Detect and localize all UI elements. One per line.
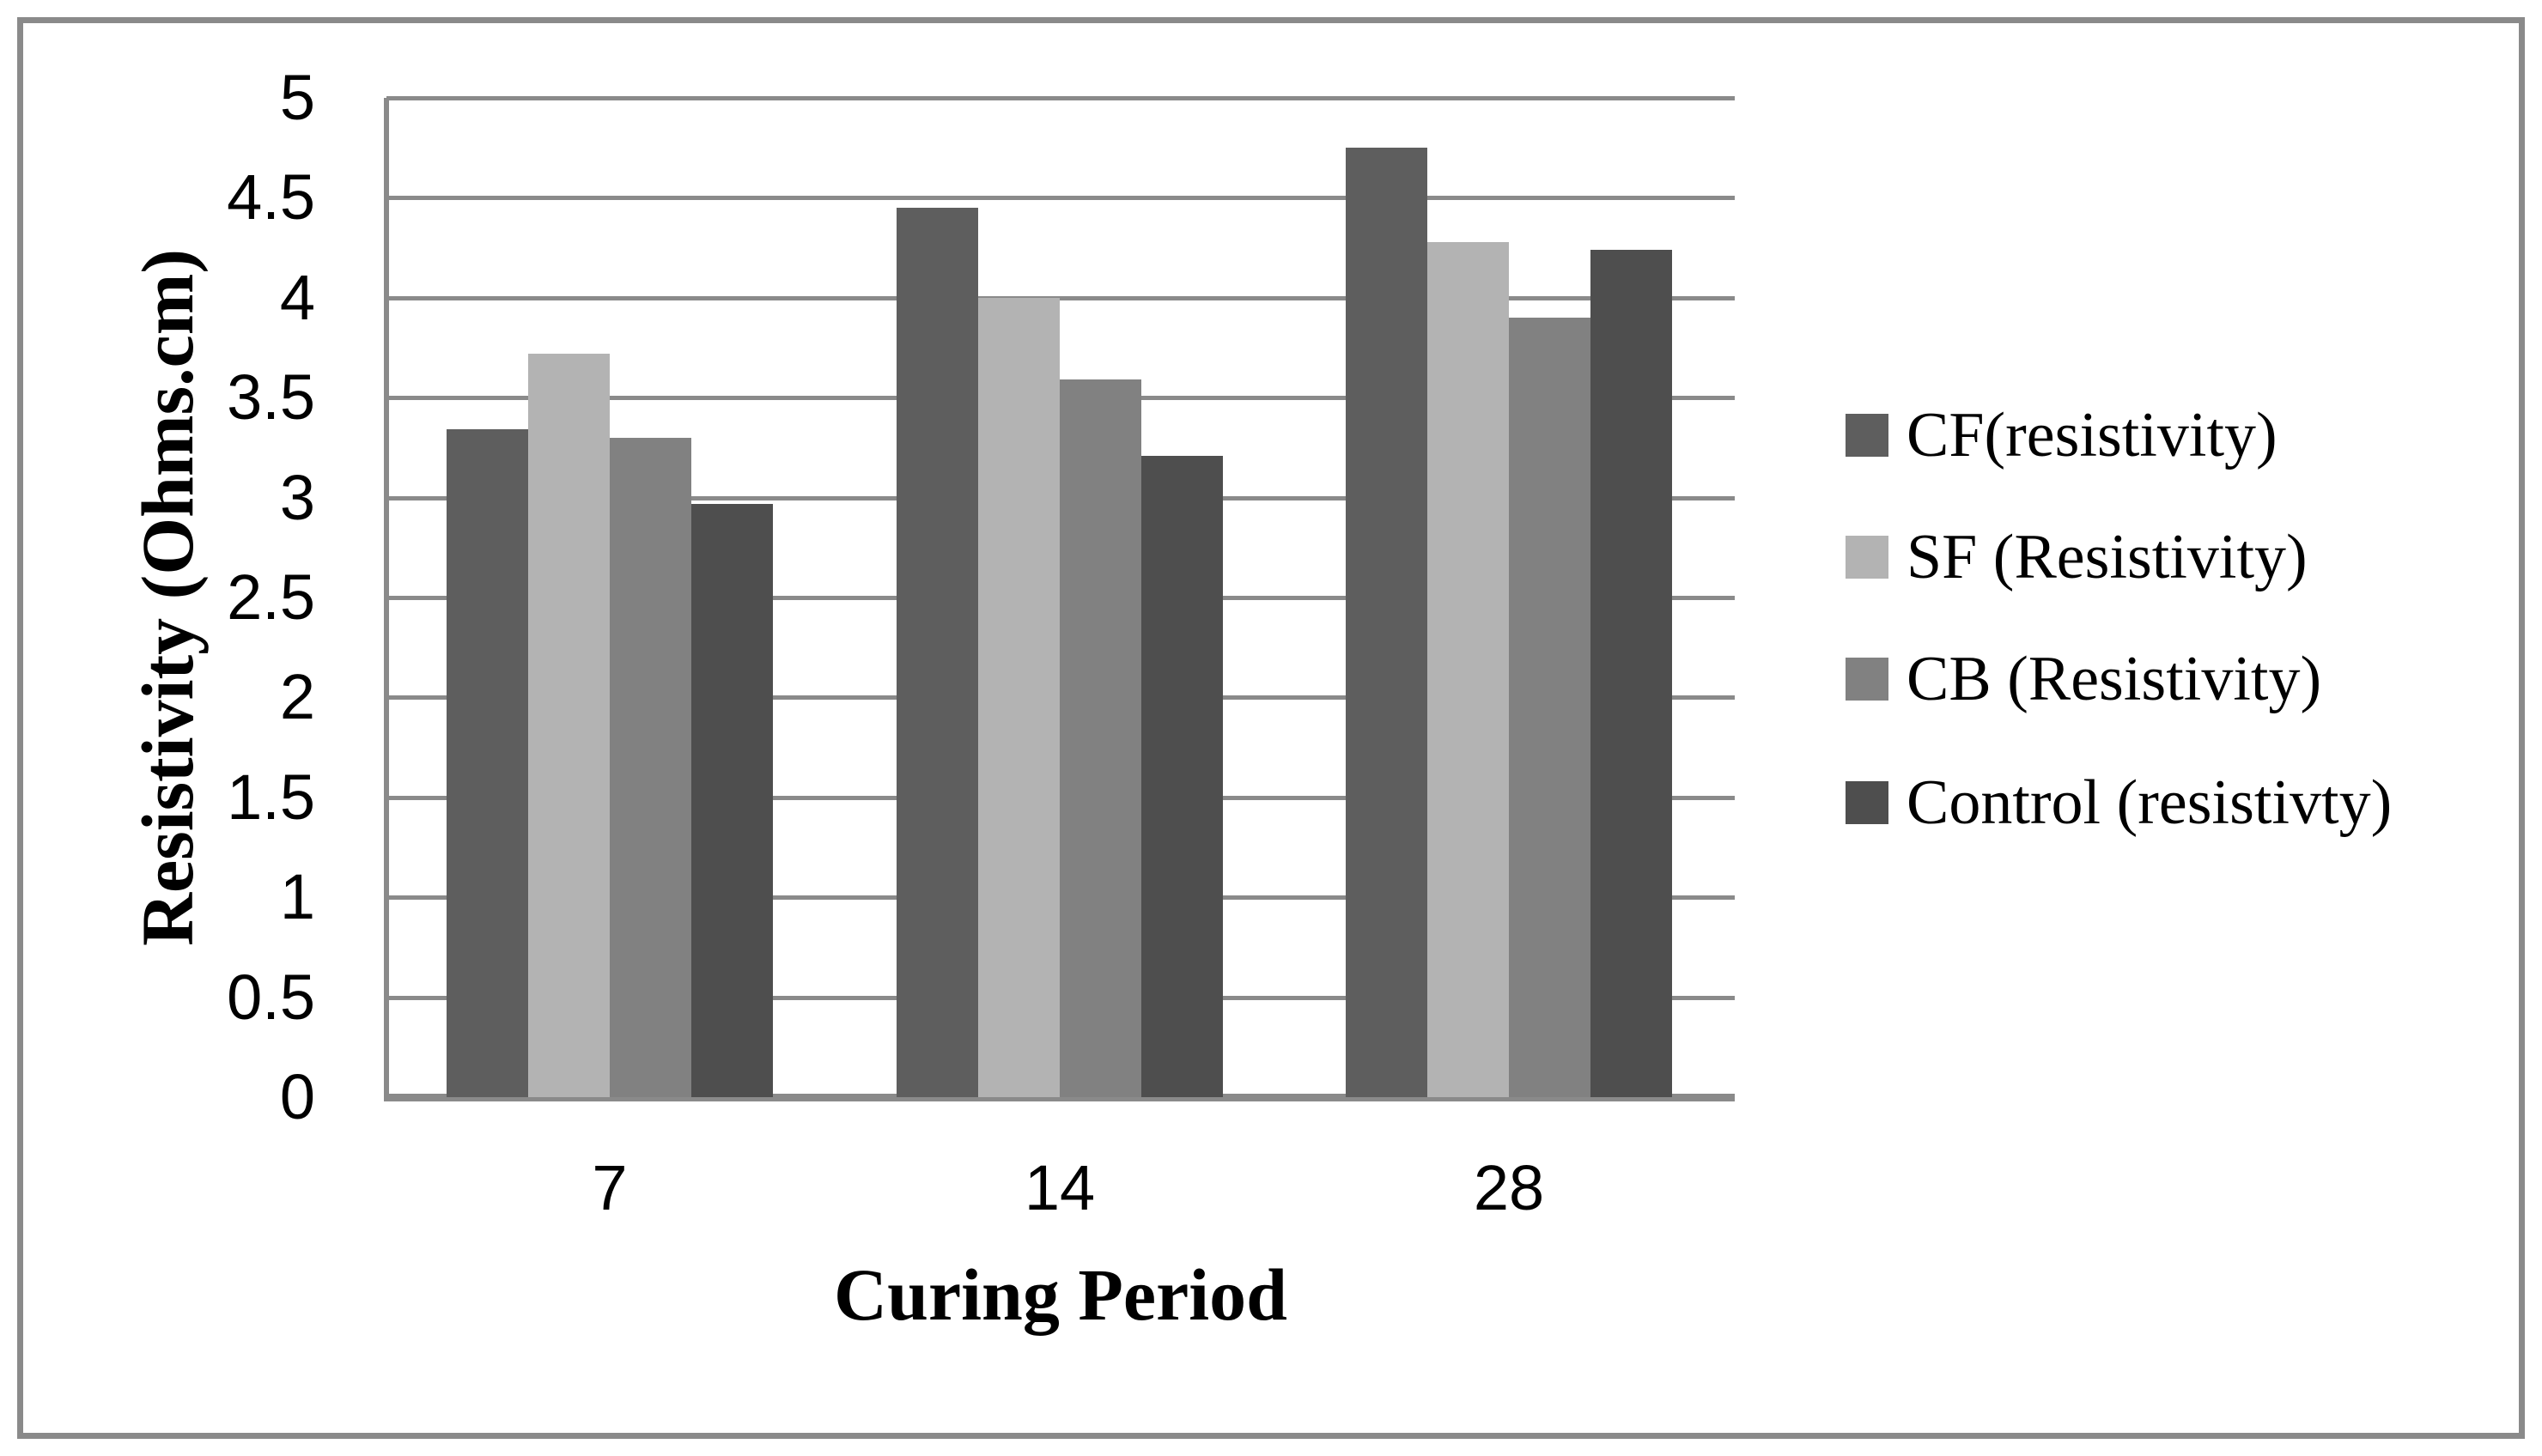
- bar-control-7: [691, 503, 773, 1097]
- y-tick-label: 4.5: [227, 161, 315, 234]
- y-tick-label: 4: [279, 261, 315, 333]
- legend-swatch-icon: [1846, 536, 1888, 579]
- bar-cf-14: [897, 208, 978, 1097]
- bar-cf-28: [1346, 148, 1427, 1097]
- bar-sf-28: [1427, 241, 1509, 1097]
- y-tick-label: 5: [279, 62, 315, 133]
- gridline: [386, 96, 1735, 100]
- gridline: [386, 295, 1735, 300]
- bar-cf-7: [447, 429, 528, 1097]
- y-tick-label: 1.5: [227, 761, 315, 833]
- y-tick-label: 3.5: [227, 361, 315, 434]
- bar-sf-7: [528, 353, 610, 1097]
- y-tick-label: 3: [279, 461, 315, 533]
- legend-label: SF (Resistivity): [1907, 522, 2308, 592]
- legend-item: CF(resistivity): [1846, 397, 2498, 474]
- bar-control-28: [1590, 249, 1672, 1097]
- figure-border: [17, 17, 2525, 1439]
- legend-label: Control (resistivty): [1907, 767, 2393, 838]
- bar-cb-7: [610, 437, 691, 1097]
- x-tick-label: 14: [1024, 1152, 1096, 1223]
- y-tick-label: 1: [279, 861, 315, 933]
- gridline: [386, 196, 1735, 201]
- x-tick-label: 7: [592, 1152, 628, 1223]
- bar-sf-14: [978, 297, 1060, 1097]
- legend-swatch-icon: [1846, 781, 1888, 824]
- y-tick-label: 2: [279, 661, 315, 733]
- bar-cb-28: [1509, 318, 1590, 1097]
- bar-cb-14: [1060, 379, 1141, 1097]
- legend-label: CB (Resistivity): [1907, 644, 2322, 714]
- x-tick-label: 28: [1473, 1152, 1545, 1223]
- legend-item: SF (Resistivity): [1846, 519, 2498, 596]
- legend-item: Control (resistivty): [1846, 764, 2498, 841]
- y-tick-label: 2.5: [227, 561, 315, 633]
- legend-label: CF(resistivity): [1907, 400, 2277, 470]
- bar-control-14: [1141, 455, 1223, 1097]
- legend-item: CB (Resistivity): [1846, 640, 2498, 718]
- legend-swatch-icon: [1846, 414, 1888, 457]
- y-tick-label: 0.5: [227, 961, 315, 1033]
- y-tick-label: 0: [279, 1061, 315, 1132]
- x-axis-baseline: [386, 1094, 1735, 1101]
- x-axis-title: Curing Period: [834, 1253, 1287, 1336]
- legend-swatch-icon: [1846, 658, 1888, 701]
